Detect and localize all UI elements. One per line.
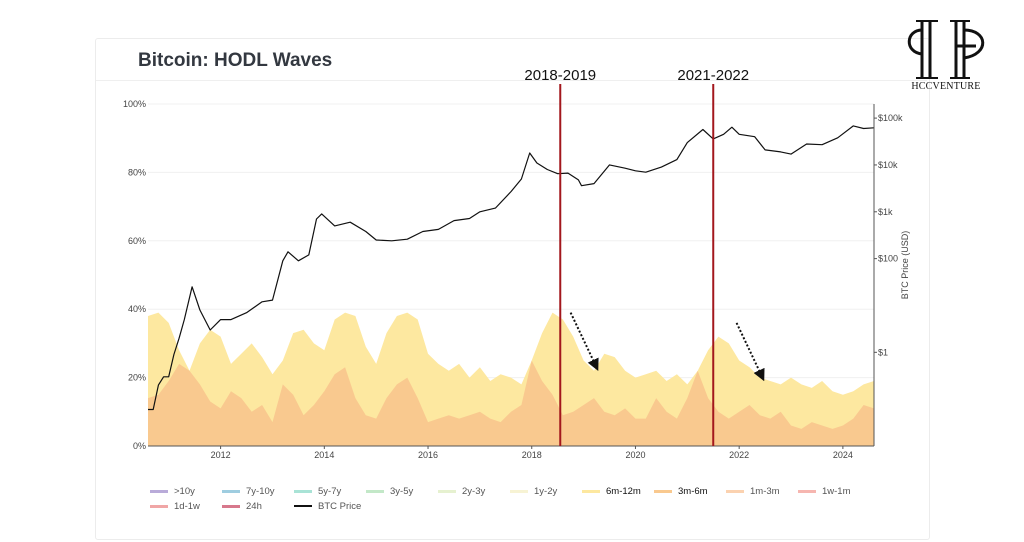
legend-swatch (150, 504, 168, 508)
legend-item[interactable]: 7y-10y (222, 486, 294, 497)
hcc-monogram-icon (900, 18, 992, 94)
y-tick-label: 100% (123, 99, 146, 109)
x-tick-label: 2012 (211, 450, 231, 460)
legend-item[interactable]: 24h (222, 501, 294, 512)
annotation-label: 2018-2019 (524, 67, 596, 84)
legend-swatch (294, 505, 312, 507)
legend-item[interactable]: 1y-2y (510, 486, 582, 497)
legend-swatch (510, 489, 528, 493)
legend-row: 1d-1w 24h BTC Price (150, 499, 870, 513)
page-title: Bitcoin: HODL Waves (138, 50, 333, 71)
legend-label: 1m-3m (750, 485, 780, 497)
legend-swatch (438, 489, 456, 493)
legend-item[interactable]: 2y-3y (438, 486, 510, 497)
legend-item[interactable]: 1m-3m (726, 486, 798, 497)
annotation-label: 2021-2022 (677, 67, 749, 84)
legend-label: 2y-3y (462, 485, 486, 497)
legend-label: 24h (246, 500, 262, 512)
legend-swatch (654, 489, 672, 493)
legend-row: >10y 7y-10y 5y-7y 3y-5y 2y-3y 1y-2y 6m-12m 3m-6… (150, 484, 870, 498)
legend-swatch (798, 489, 816, 493)
x-tick-label: 2014 (314, 450, 334, 460)
btc-price-line (148, 125, 875, 411)
logo-text: HCCVENTURE (911, 81, 981, 92)
legend-swatch (150, 489, 168, 493)
legend-label: 1d-1w (174, 500, 200, 512)
legend-label: >10y (174, 485, 195, 497)
legend-item[interactable]: 3m-6m (654, 486, 726, 497)
legend-item[interactable]: 1d-1w (150, 501, 222, 512)
legend-swatch (294, 489, 312, 493)
x-tick-label: 2022 (729, 450, 749, 460)
x-tick-label: 2016 (418, 450, 438, 460)
y2-tick-label: $10k (878, 160, 898, 170)
area-series-3m-6m (148, 360, 874, 446)
legend-label: 3y-5y (390, 485, 414, 497)
x-tick-label: 2018 (522, 450, 542, 460)
legend-item[interactable]: 5y-7y (294, 486, 366, 497)
legend-swatch (222, 504, 240, 508)
chart-card (95, 38, 930, 540)
legend-swatch (582, 489, 600, 493)
legend-label: 3m-6m (678, 485, 708, 497)
legend-label: 1y-2y (534, 485, 558, 497)
y2-tick-label: $1k (878, 207, 893, 217)
legend-label: 1w-1m (822, 485, 851, 497)
legend-label: BTC Price (318, 500, 362, 512)
y-tick-label: 20% (128, 373, 146, 383)
y2-tick-label: $100k (878, 113, 903, 123)
y-tick-label: 0% (133, 441, 146, 451)
legend-item[interactable]: BTC Price (294, 501, 366, 512)
y2-tick-label: $1 (878, 347, 888, 357)
legend-label: 7y-10y (246, 485, 275, 497)
legend-item[interactable]: 6m-12m (582, 486, 654, 497)
x-tick-label: 2024 (833, 450, 853, 460)
y2-axis-label: BTC Price (USD) (900, 231, 910, 300)
legend-item[interactable]: >10y (150, 486, 222, 497)
legend-swatch (366, 489, 384, 493)
y-tick-label: 80% (128, 167, 146, 177)
legend-swatch (726, 489, 744, 493)
chart-legend: >10y 7y-10y 5y-7y 3y-5y 2y-3y 1y-2y 6m-12m 3m-6… (150, 484, 870, 514)
title-divider (96, 80, 927, 81)
legend-label: 5y-7y (318, 485, 342, 497)
y2-tick-label: $100 (878, 254, 898, 264)
legend-swatch (222, 489, 240, 493)
legend-label: 6m-12m (606, 485, 641, 497)
legend-item[interactable]: 1w-1m (798, 486, 870, 497)
y-tick-label: 60% (128, 236, 146, 246)
x-tick-label: 2020 (625, 450, 645, 460)
y-tick-label: 40% (128, 304, 146, 314)
legend-item[interactable]: 3y-5y (366, 486, 438, 497)
